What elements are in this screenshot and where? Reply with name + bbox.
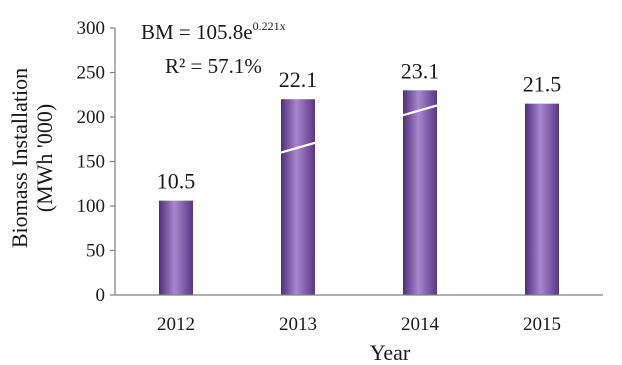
bars: [159, 90, 559, 296]
bar: [525, 103, 559, 296]
x-axis-ticks: 2012 2013 2014 2015: [157, 314, 561, 335]
y-tick-label: 100: [77, 196, 106, 217]
x-tick-label: 2013: [279, 314, 317, 335]
trend-equation-prefix: BM = 105.8e: [141, 20, 253, 44]
bar: [159, 200, 193, 295]
bar: [281, 99, 315, 295]
y-tick-label: 150: [77, 152, 106, 173]
y-axis-ticks: 0 50 100 150 200 250 300: [77, 18, 115, 306]
data-label: 22.1: [279, 67, 318, 92]
y-axis-label-line2: (MWh '000): [32, 104, 57, 212]
trendline-segment: [280, 141, 316, 154]
y-tick-label: 0: [96, 285, 106, 306]
trend-equation: BM = 105.8e0.221x: [141, 19, 286, 44]
y-axis-label-line1: Biomass Installation: [7, 68, 32, 248]
data-labels: 10.5 22.1 23.1 21.5: [157, 58, 562, 193]
x-axis-label: Year: [370, 340, 411, 365]
trend-equation-exponent: 0.221x: [253, 19, 286, 33]
x-tick-label: 2014: [401, 314, 440, 335]
y-tick-label: 250: [77, 63, 106, 84]
data-label: 10.5: [157, 169, 196, 194]
trendline-segment: [402, 104, 438, 117]
y-tick-label: 300: [77, 18, 106, 39]
trend-r-squared: R² = 57.1%: [165, 54, 262, 78]
bar: [403, 90, 437, 295]
y-tick-label: 200: [77, 107, 106, 128]
x-tick-label: 2015: [523, 314, 561, 335]
x-tick-label: 2012: [157, 314, 195, 335]
data-label: 23.1: [401, 58, 440, 83]
y-tick-label: 50: [86, 241, 105, 262]
data-label: 21.5: [523, 72, 562, 97]
trendline: [280, 104, 438, 154]
